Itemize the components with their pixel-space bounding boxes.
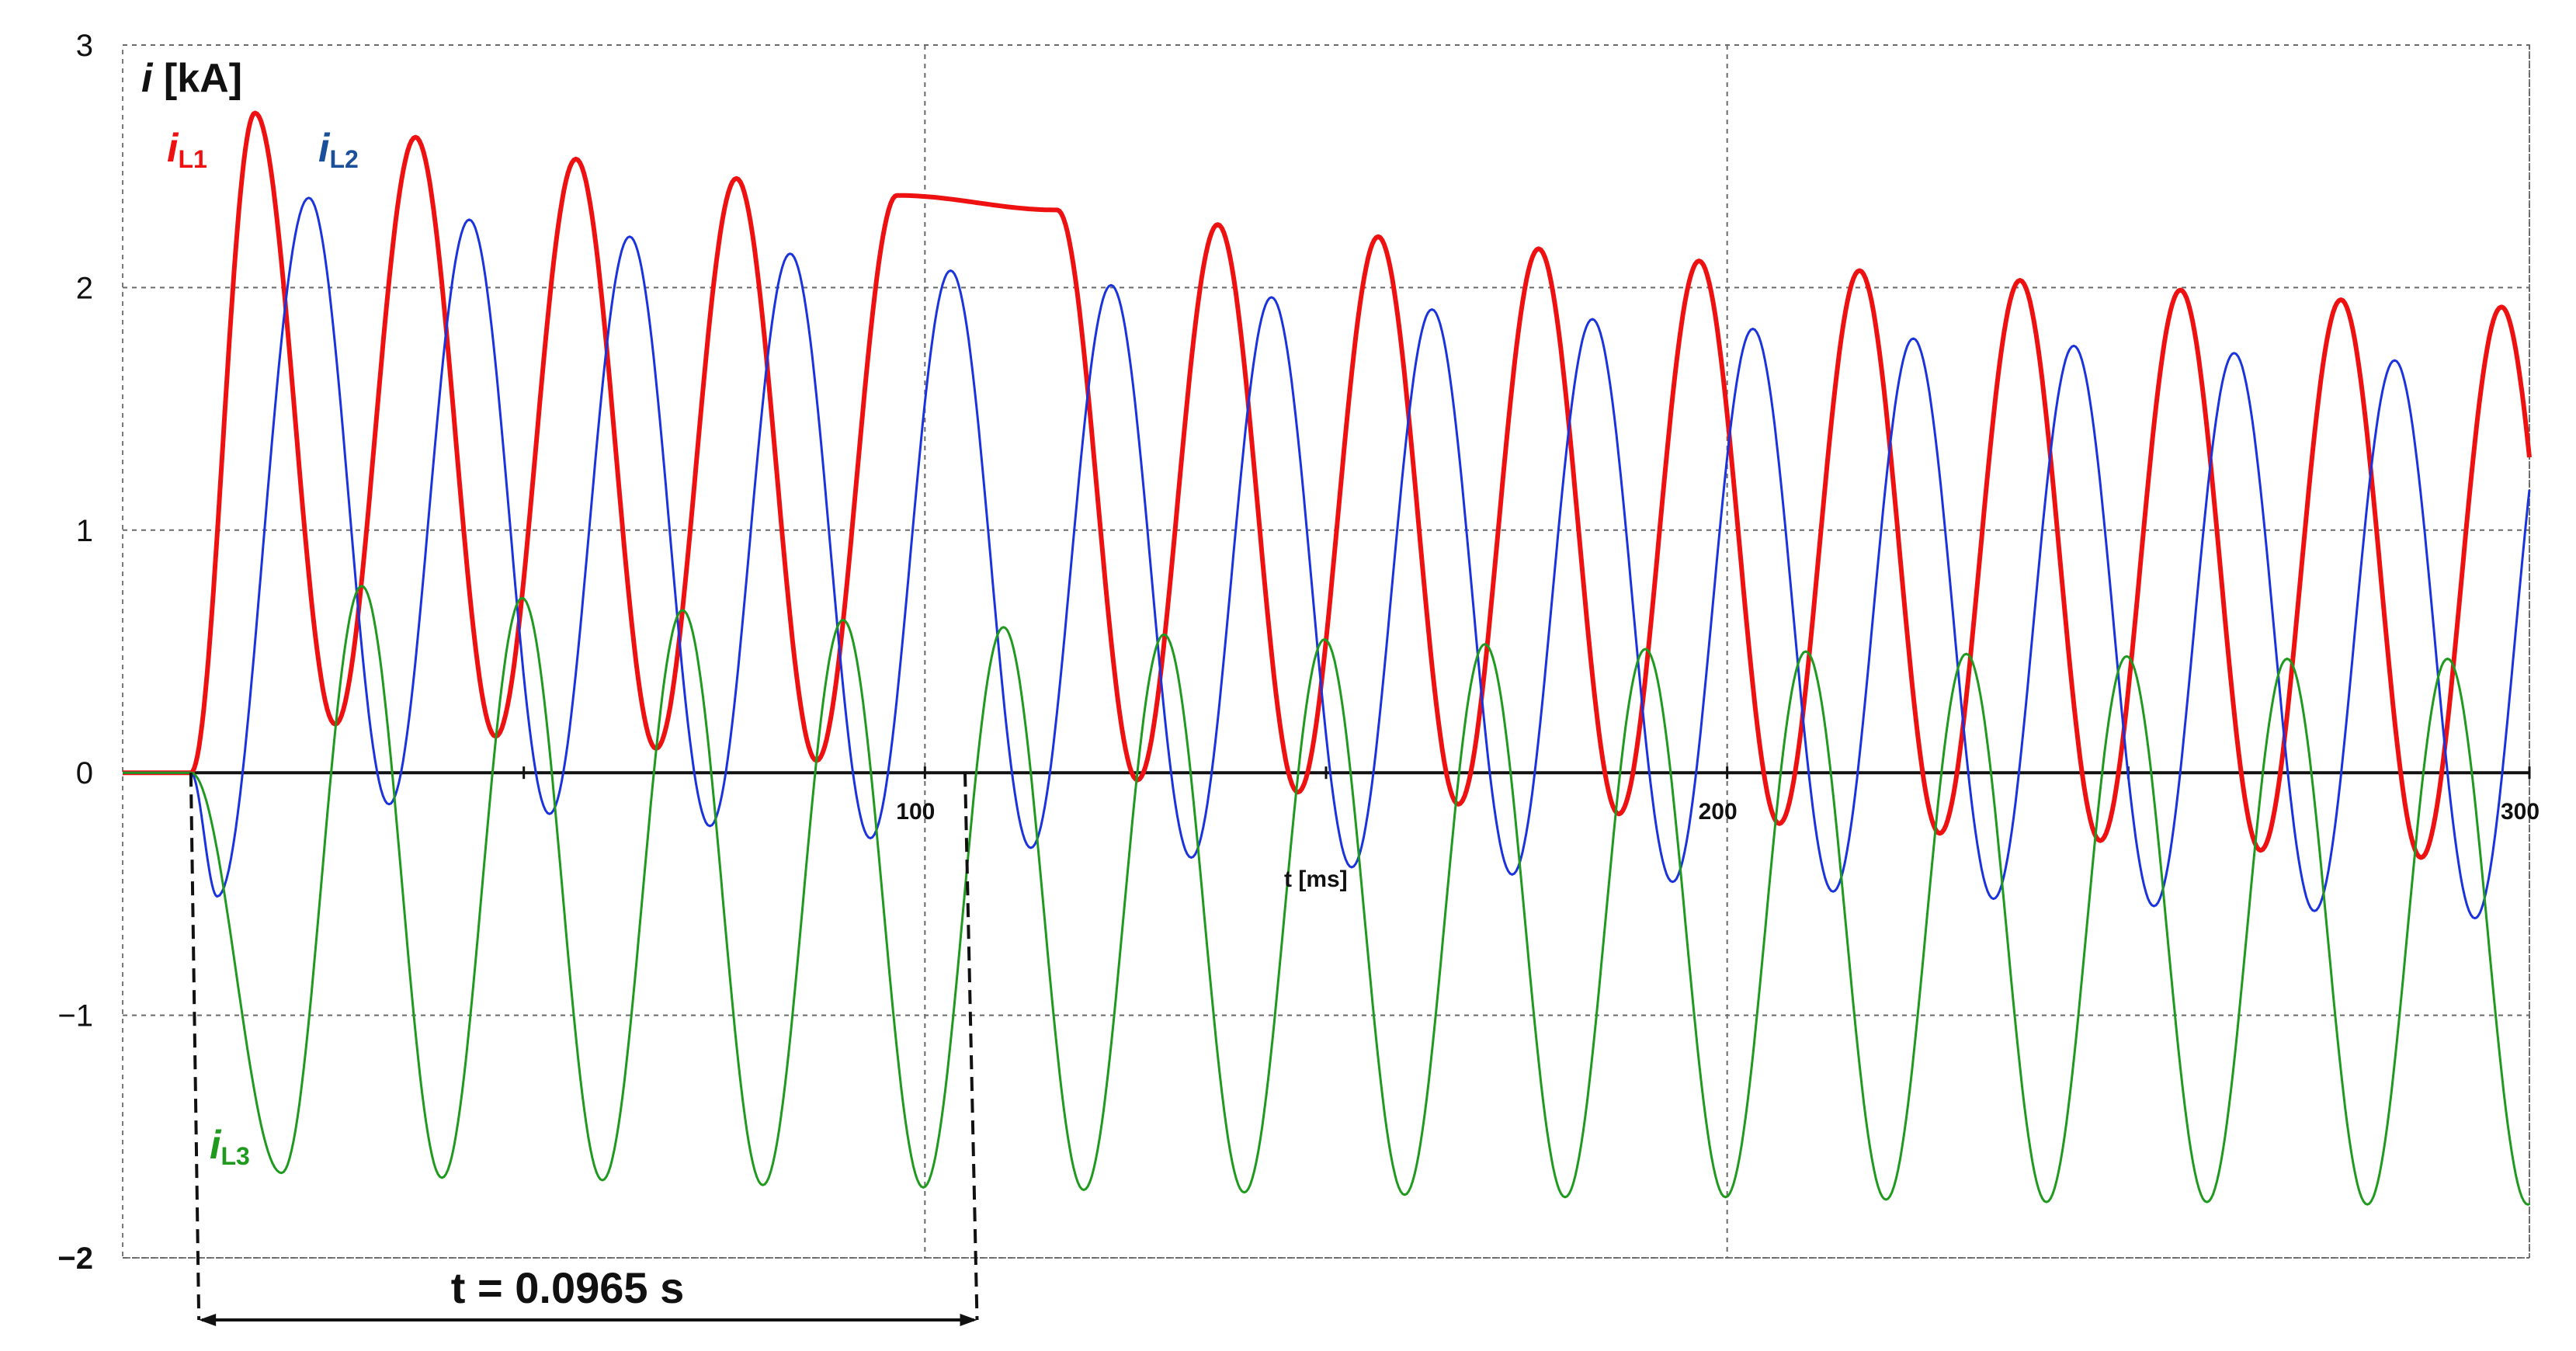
legend-label-il2: iL2 [318, 126, 359, 173]
legend-label-il1: iL1 [167, 126, 207, 173]
x-tick-label: 200 [1699, 799, 1738, 825]
y-tick-label: −1 [57, 999, 93, 1033]
annotation-right-marker [963, 773, 979, 1321]
series-line-il2 [123, 196, 2531, 920]
y-tick-labels: 3 2 1 0 −1 −2 [57, 29, 93, 1276]
duration-annotation [189, 773, 979, 1326]
series-line-il3 [123, 585, 2531, 1206]
duration-annotation-text: t = 0.0965 s [451, 1263, 684, 1312]
annotation-arrowhead-right [960, 1314, 977, 1326]
x-tick-label: 300 [2501, 799, 2540, 825]
series-lines [123, 110, 2532, 1206]
annotation-left-marker [189, 773, 201, 1321]
x-tick-label: 100 [896, 799, 935, 825]
annotation-arrowhead-left [199, 1314, 217, 1326]
legend-label-il3: iL3 [210, 1123, 250, 1170]
y-tick-label: 2 [76, 271, 93, 305]
series-line-il1 [123, 110, 2532, 860]
gridlines [123, 44, 2530, 1259]
y-tick-label: 1 [76, 514, 93, 548]
y-axis-label: i [kA] [141, 56, 242, 101]
x-axis-label: t [ms] [1284, 867, 1348, 892]
y-tick-label: 0 [76, 756, 93, 790]
y-tick-label: 3 [76, 29, 93, 63]
y-tick-label: −2 [57, 1242, 93, 1276]
